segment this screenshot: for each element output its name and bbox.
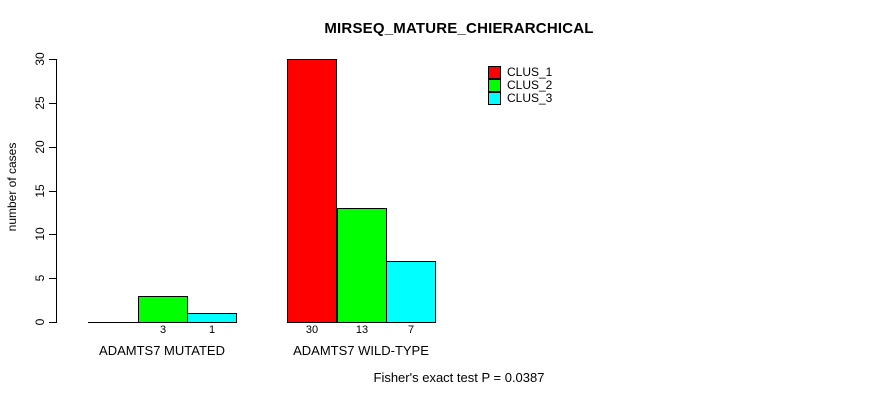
bar-clus_2-group2: [337, 208, 387, 323]
y-tick-label-text: 20: [33, 140, 47, 154]
bar-value-label: 7: [407, 324, 415, 336]
chart-title: MIRSEQ_MATURE_CHIERARCHICAL: [324, 20, 594, 37]
y-tick-mark: [49, 322, 56, 323]
bar-value-label: 3: [159, 324, 167, 336]
legend-swatch-clus-1: [488, 66, 501, 79]
y-tick-mark: [49, 103, 56, 104]
bar-clus_1-group2: [287, 59, 337, 323]
legend-label: CLUS_2: [507, 78, 553, 92]
legend-item: CLUS_3: [488, 92, 552, 105]
y-tick-label-text: 0: [33, 318, 47, 326]
legend-label: CLUS_1: [507, 65, 553, 79]
y-tick-label-text: 10: [33, 227, 47, 241]
bar-value-label: 13: [355, 324, 369, 336]
y-axis-line: [56, 59, 57, 323]
bar-value-label: 30: [305, 324, 319, 336]
bar-clus_3-group2: [386, 261, 436, 323]
y-tick-mark: [49, 191, 56, 192]
y-axis-label-text: number of cases: [5, 142, 19, 232]
y-tick-mark: [49, 278, 56, 279]
legend-item: CLUS_2: [488, 79, 552, 92]
legend: CLUS_1 CLUS_2 CLUS_3: [488, 66, 552, 105]
annotation-text: Fisher's exact test P = 0.0387: [373, 370, 545, 385]
y-tick-mark: [49, 234, 56, 235]
legend-item: CLUS_1: [488, 66, 552, 79]
y-tick-label-text: 5: [33, 274, 47, 282]
y-tick-label-text: 30: [33, 52, 47, 66]
y-tick-mark: [49, 59, 56, 60]
bar-clus_2-group1: [138, 296, 188, 323]
legend-swatch-clus-2: [488, 79, 501, 92]
legend-swatch-clus-3: [488, 92, 501, 105]
legend-label: CLUS_3: [507, 91, 553, 105]
category-label: ADAMTS7 MUTATED: [99, 343, 225, 358]
y-tick-label-text: 25: [33, 96, 47, 110]
y-tick-mark: [49, 147, 56, 148]
bar-value-label: 1: [208, 324, 216, 336]
category-label: ADAMTS7 WILD-TYPE: [293, 343, 429, 358]
bar-clus_3-group1: [187, 313, 237, 323]
y-tick-label-text: 15: [33, 184, 47, 198]
